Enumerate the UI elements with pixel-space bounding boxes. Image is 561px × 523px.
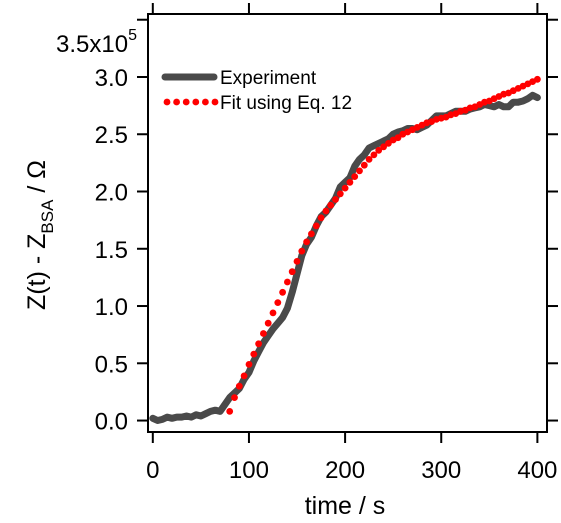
legend-dot: [182, 98, 190, 106]
y-tick-label: 0.5: [95, 351, 128, 378]
y-axis-title: Z(t) - ZBSA / Ω: [23, 160, 57, 310]
x-tick-label: 400: [517, 457, 557, 484]
plot-border: [147, 13, 548, 433]
y-axis-title-subscript: BSA: [38, 199, 57, 234]
fit-point: [385, 140, 392, 147]
series-layer: [149, 75, 541, 424]
series-experiment-line: [149, 91, 541, 424]
ticks-layer: [137, 3, 558, 443]
fit-point: [327, 201, 335, 209]
y-axis-title-unit: / Ω: [23, 160, 51, 200]
fit-point: [303, 238, 310, 246]
fit-point: [380, 143, 387, 151]
legend-dot: [163, 98, 171, 106]
fit-point: [534, 75, 541, 83]
fit-point: [394, 134, 402, 142]
y-multiplier-label: 3.5x105: [56, 27, 137, 58]
fit-point: [226, 408, 234, 415]
y-tick-label: 2.5: [95, 122, 128, 149]
fit-point: [365, 156, 373, 163]
fit-point: [312, 222, 320, 230]
series-fit-dots: [226, 75, 541, 415]
y-multiplier-exponent: 5: [128, 27, 137, 44]
tick-labels-layer: 0 100 200 300 400 0.0 0.5 1.0 1.5 2.0 2.5 3.0: [95, 65, 558, 484]
y-tick-label: 3.0: [95, 65, 128, 92]
fit-point: [293, 258, 301, 265]
fit-point: [279, 288, 286, 296]
fit-point: [288, 268, 296, 276]
legend-label-fit: Fit using Eq. 12: [220, 93, 352, 114]
fit-point: [245, 361, 253, 368]
fit-point: [332, 196, 339, 203]
legend: Experiment Fit using Eq. 12: [161, 68, 352, 114]
y-tick-label: 1.5: [95, 237, 128, 264]
fit-point: [235, 382, 243, 390]
fit-point: [274, 299, 282, 306]
fit-point: [346, 178, 354, 186]
x-tick-label: 100: [229, 457, 269, 484]
fit-point: [250, 350, 258, 358]
fit-point: [370, 151, 378, 159]
fit-point: [336, 190, 344, 198]
fit-point: [255, 340, 262, 348]
legend-dot: [192, 98, 200, 106]
fit-point: [341, 184, 349, 192]
fit-point: [231, 394, 238, 401]
y-tick-label: 2.0: [95, 180, 128, 207]
legend-dot: [202, 98, 209, 106]
fit-point: [298, 247, 306, 255]
legend-swatch-fit: [163, 98, 219, 106]
fit-point: [351, 173, 359, 181]
fit-point: [284, 278, 291, 286]
fit-point: [260, 330, 267, 337]
fit-point: [308, 230, 315, 238]
fit-point: [360, 161, 368, 169]
x-axis-title: time / s: [305, 492, 386, 520]
fit-point: [356, 167, 363, 175]
x-tick-label: 300: [421, 457, 461, 484]
y-tick-label: 1.0: [95, 294, 128, 321]
fit-point: [322, 207, 330, 215]
fit-point: [240, 372, 248, 380]
fit-point: [269, 309, 277, 317]
x-tick-label: 200: [325, 457, 365, 484]
fit-point: [375, 146, 383, 154]
fit-point: [317, 214, 325, 222]
y-tick-label: 0.0: [95, 409, 128, 436]
legend-label-experiment: Experiment: [220, 68, 317, 89]
fit-point: [264, 319, 272, 327]
plot-frame: [147, 13, 548, 433]
x-tick-label: 0: [146, 457, 159, 484]
legend-dot: [211, 98, 219, 106]
legend-dot: [173, 98, 181, 106]
